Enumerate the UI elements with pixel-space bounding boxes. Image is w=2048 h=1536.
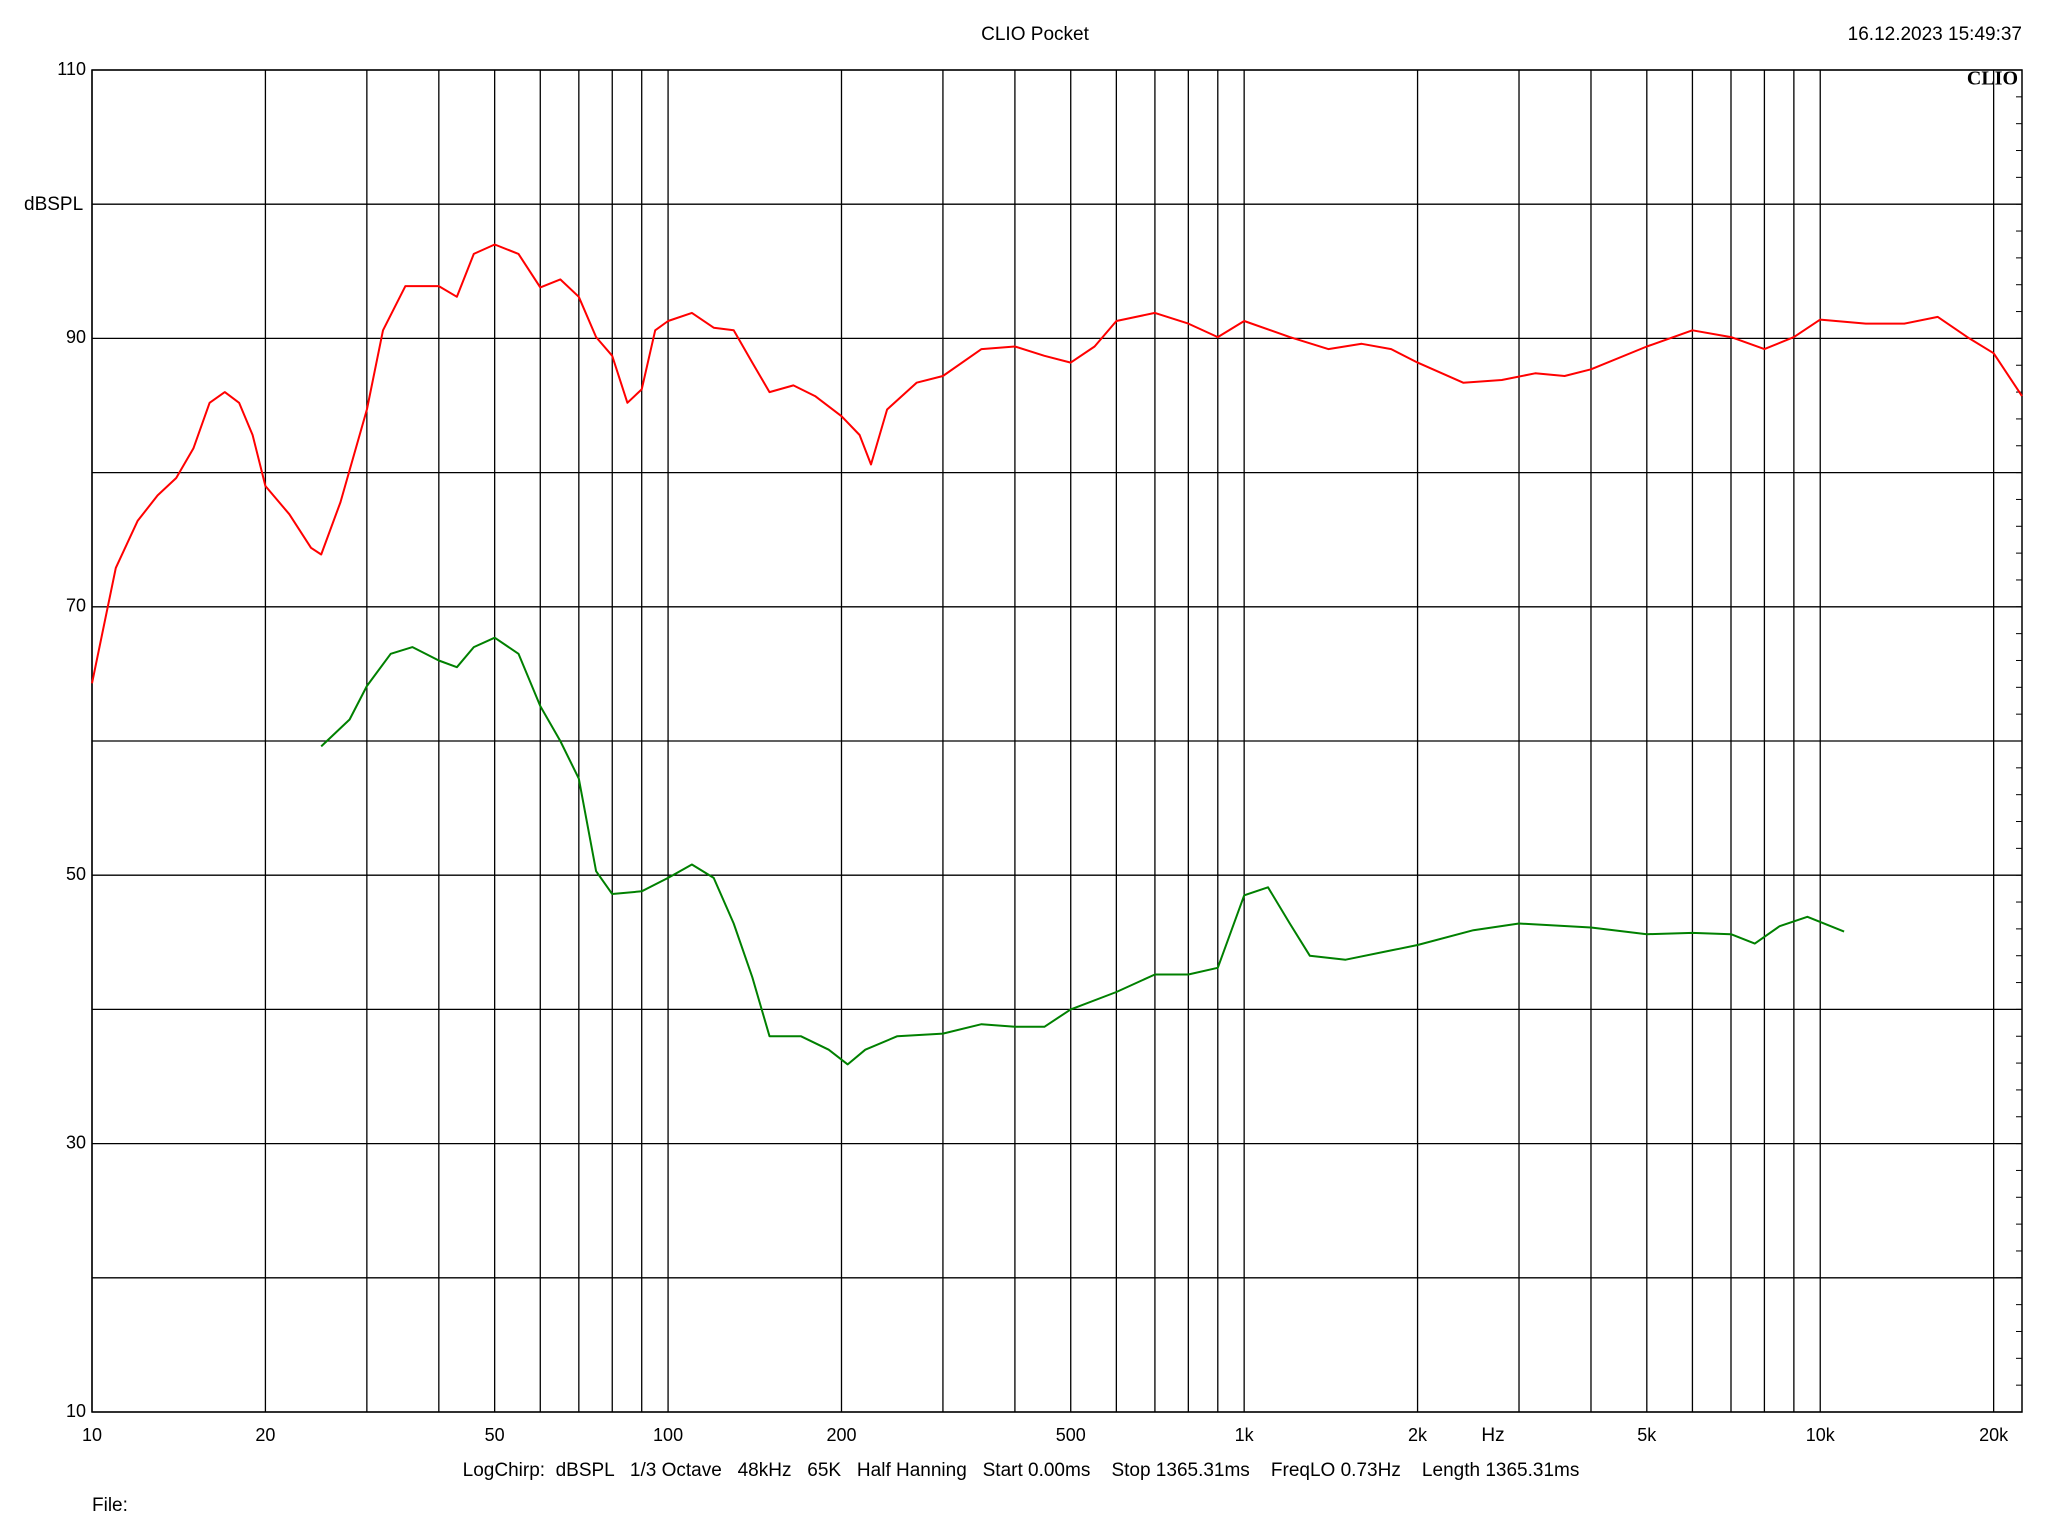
y-axis-label: dBSPL: [24, 194, 83, 215]
y-tick-label: 90: [66, 327, 86, 347]
y-tick-label: 110: [57, 59, 86, 79]
y-tick-label: 10: [66, 1401, 86, 1421]
data-line: [320, 636, 1845, 1066]
x-axis-label: Hz: [1481, 1425, 1504, 1446]
x-tick-label: 100: [653, 1425, 683, 1445]
y-tick-label: 70: [66, 596, 86, 616]
y-tick-label: 50: [66, 864, 86, 884]
file-label: File:: [92, 1495, 128, 1516]
x-tick-label: 20: [255, 1425, 275, 1445]
logo: CLIO: [1967, 68, 2018, 90]
plot-frame: [91, 69, 2023, 1413]
timestamp: 16.12.2023 15:49:37: [1848, 24, 2022, 45]
chart-title: CLIO Pocket: [981, 24, 1089, 45]
x-tick-label: 20k: [1979, 1425, 2009, 1445]
x-tick-label: 500: [1056, 1425, 1086, 1445]
footer: LogChirp: dBSPL 1/3 Octave 48kHz 65K Hal…: [463, 1460, 1580, 1481]
data-line: [91, 243, 2023, 684]
x-tick-label: 10k: [1806, 1425, 1836, 1445]
y-tick-label: 30: [66, 1132, 86, 1152]
x-tick-label: 5k: [1637, 1425, 1657, 1445]
x-tick-label: 200: [826, 1425, 856, 1445]
x-tick-label: 1k: [1235, 1425, 1255, 1445]
x-tick-label: 50: [485, 1425, 505, 1445]
x-tick-label: 2k: [1408, 1425, 1428, 1445]
x-tick-label: 10: [82, 1425, 102, 1445]
